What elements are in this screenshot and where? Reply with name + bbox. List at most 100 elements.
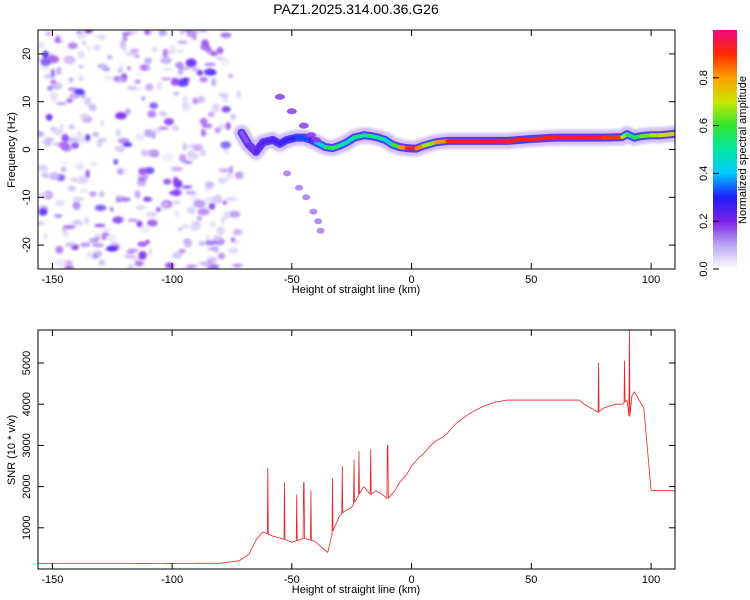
noise-blob [76,131,83,138]
y-tick-label: 0 [21,146,33,152]
noise-blob [199,118,208,124]
noise-blob [134,190,141,199]
colorbar-strip [713,30,737,269]
y-tick-label: 1000 [21,516,33,540]
noise-blob [234,171,244,180]
ridge-segment [529,135,558,141]
noise-blob [200,149,207,157]
noise-blob [48,55,60,64]
side-branch-blob [286,108,297,115]
noise-blob [151,46,158,53]
noise-blob [68,136,80,144]
noise-blob [197,208,210,216]
noise-blob [41,172,50,179]
noise-blob [59,161,69,165]
noise-blob [107,55,113,60]
noise-blob [92,131,99,137]
snr-x-axis: -150 -100 -50 0 50 100 [41,330,660,586]
noise-blob [183,238,193,248]
noise-blob [156,81,163,91]
noise-blob [222,200,228,205]
ridge-segment [601,135,625,140]
noise-blob [43,233,48,240]
noise-blob [122,43,127,53]
noise-blob [84,97,92,106]
noise-blob [218,168,230,173]
noise-blob [218,123,228,130]
noise-blob [232,263,243,268]
noise-blob [165,262,175,269]
noise-blob [65,260,73,267]
noise-blob [49,92,59,99]
noise-blob [171,200,181,205]
y-tick-label: 20 [21,48,33,60]
noise-blob [192,36,198,40]
noise-blob [211,77,217,87]
noise-blob [47,85,53,91]
noise-blob [172,125,179,132]
noise-blob [220,215,225,225]
noise-blob [207,247,219,251]
colorbar-tick-label: 0.4 [698,166,710,181]
noise-blob [177,40,188,45]
snr-xlabel: Height of straight line (km) [292,584,420,596]
spectrogram-xlabel: Height of straight line (km) [292,284,420,296]
noise-blob [148,149,160,158]
noise-blob [163,118,174,125]
snr-frame [37,329,676,570]
noise-blob [230,113,236,120]
noise-blob [144,57,153,64]
noise-blob [84,30,93,34]
scatter-blob [316,227,325,234]
noise-blob [212,194,223,204]
noise-blob [45,113,53,121]
noise-blob [182,101,188,108]
noise-blob [182,142,187,152]
noise-blob [119,197,131,203]
noise-blob [139,64,147,71]
scatter-blob [302,194,311,201]
noise-blob [196,69,204,76]
spectrogram-x-axis: -150 -100 -50 0 50 100 [41,30,660,286]
scatter-blob [309,208,318,215]
noise-blob [79,242,91,248]
noise-blob [117,138,130,144]
noise-blob [189,194,200,201]
noise-blob [199,76,208,83]
noise-blob [66,98,73,103]
y-tick-label: 3000 [21,433,33,457]
noise-blob [63,47,69,51]
noise-blob [176,49,184,53]
noise-blob [55,199,65,207]
noise-blob [147,110,157,118]
noise-blob [225,196,238,202]
noise-blob [56,66,62,75]
x-tick-label: 100 [642,574,660,586]
noise-blob [89,161,98,167]
noise-blob [43,137,52,146]
x-tick-label: -100 [161,274,183,286]
noise-blob [192,97,199,105]
x-tick-label: -150 [41,274,63,286]
noise-blob [191,219,196,229]
noise-blob [177,78,189,87]
noise-blob [130,48,139,53]
noise-blob [86,44,91,52]
x-tick-label: 50 [525,274,537,286]
noise-blob [105,232,110,236]
noise-blob [223,211,230,220]
noise-blob [98,34,107,41]
noise-blob [52,128,64,136]
noise-blob [174,210,180,218]
noise-blob [204,68,216,76]
colorbar-label: Normalized spectral amplitude [737,76,749,224]
figure-title: PAZ1.2025.314.00.36.G26 [273,1,439,17]
noise-blob [63,55,76,65]
noise-blob [157,126,169,130]
noise-blob [60,166,67,173]
noise-blob [70,177,78,182]
noise-blob [185,58,197,68]
noise-blob [217,252,226,260]
